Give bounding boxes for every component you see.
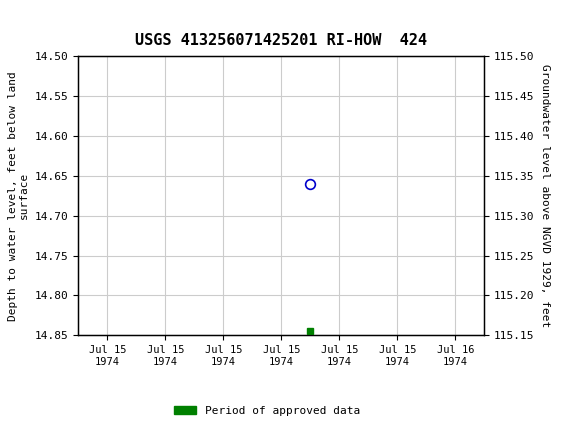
- Text: USGS: USGS: [24, 5, 79, 23]
- Y-axis label: Depth to water level, feet below land
surface: Depth to water level, feet below land su…: [8, 71, 29, 320]
- Legend: Period of approved data: Period of approved data: [169, 401, 364, 420]
- Y-axis label: Groundwater level above NGVD 1929, feet: Groundwater level above NGVD 1929, feet: [540, 64, 550, 327]
- Text: ≡: ≡: [5, 5, 20, 23]
- Title: USGS 413256071425201 RI-HOW  424: USGS 413256071425201 RI-HOW 424: [135, 33, 427, 48]
